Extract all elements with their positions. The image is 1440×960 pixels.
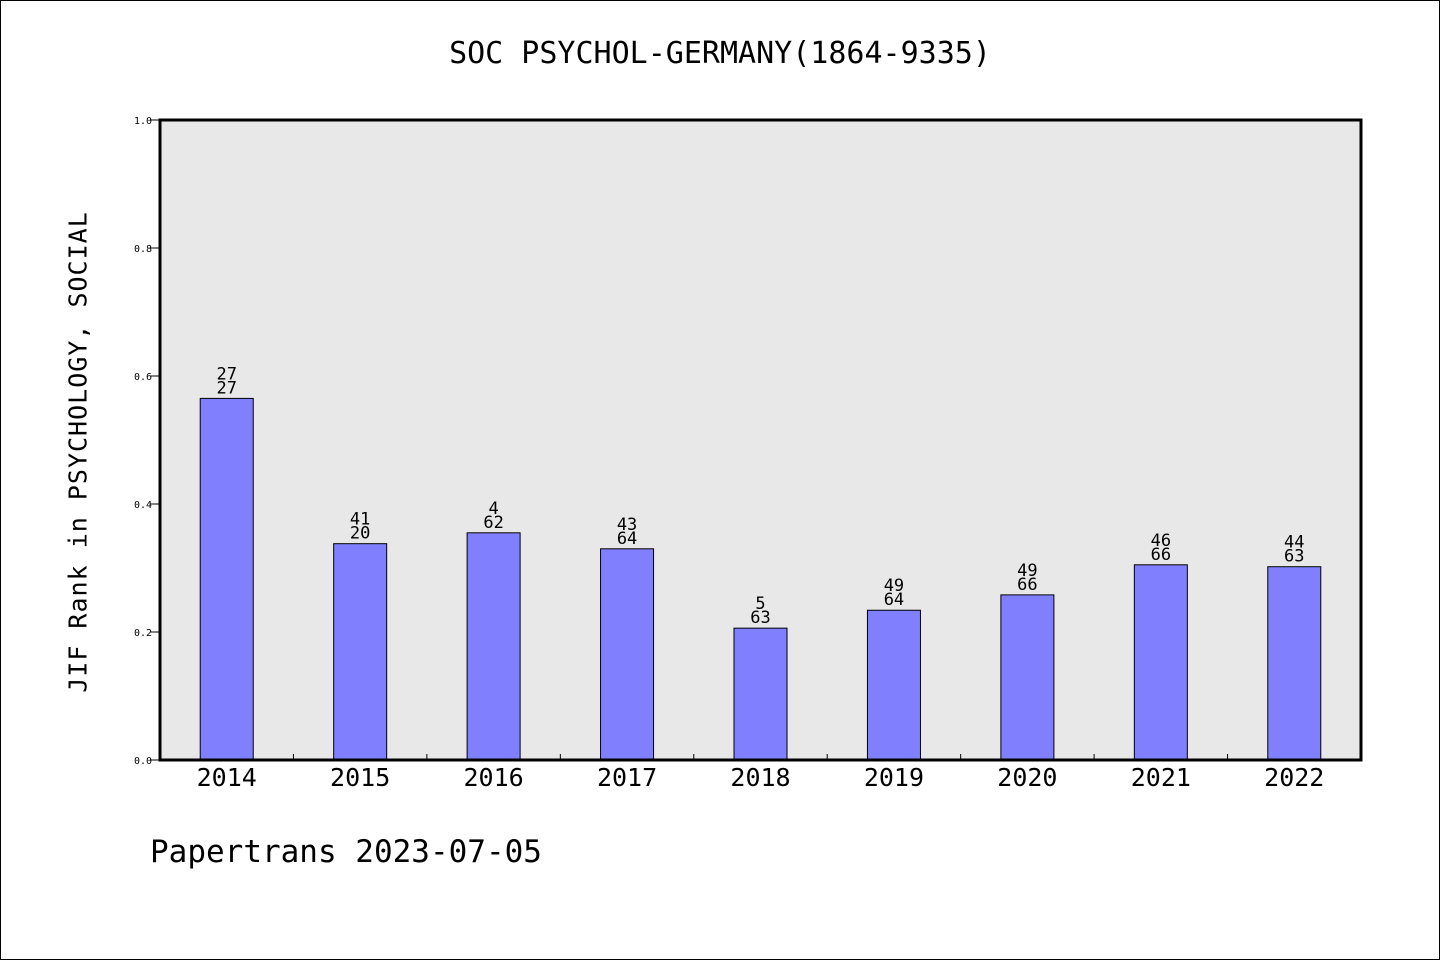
footer-text: Papertrans 2023-07-05: [150, 834, 542, 870]
bar: [333, 543, 388, 761]
x-axis: 2014 2015 2016 2017 2018 2019 2020 2021 2022: [197, 754, 1324, 792]
x-tick-label: 2020: [997, 763, 1057, 792]
bar-label-total: 66: [1017, 575, 1037, 595]
bar-label-rank: 49: [1017, 561, 1037, 581]
bar-label-total: 64: [617, 529, 637, 549]
bar-label-total: 66: [1151, 545, 1171, 565]
bar: [1267, 566, 1322, 761]
y-tick-label: 0.8: [134, 244, 152, 255]
x-tick-label: 2014: [197, 763, 257, 792]
bar-label-total: 64: [884, 590, 904, 610]
bar-label-total: 62: [483, 513, 503, 533]
bar: [1000, 594, 1055, 761]
x-tick-label: 2018: [730, 763, 790, 792]
bar-label-rank: 41: [350, 510, 370, 530]
bar-label-rank: 5: [755, 594, 765, 614]
plot-border: [158, 118, 1363, 762]
bar-label-rank: 46: [1151, 531, 1171, 551]
y-tick-label: 1.0: [134, 116, 152, 127]
bar-label-total: 27: [216, 378, 236, 398]
x-tick-label: 2015: [330, 763, 390, 792]
y-tick-label: 0.0: [134, 756, 152, 767]
bar: [1133, 564, 1188, 761]
bar-label-rank: 43: [617, 515, 637, 535]
bar: [600, 548, 655, 761]
bar-label-rank: 27: [216, 364, 236, 384]
y-tick-label: 0.4: [134, 500, 152, 511]
x-tick-label: 2017: [597, 763, 657, 792]
bar-label-rank: 44: [1284, 533, 1304, 553]
bar: [866, 609, 921, 761]
y-axis: 0.0 0.2 0.4 0.6 0.8 1.0: [134, 116, 160, 767]
bar-label-total: 63: [1284, 547, 1304, 567]
x-tick-label: 2021: [1131, 763, 1191, 792]
x-tick-label: 2022: [1264, 763, 1324, 792]
bar-label-rank: 4: [488, 499, 498, 519]
bar: [733, 627, 788, 761]
x-tick-label: 2019: [864, 763, 924, 792]
chart-title: SOC PSYCHOL-GERMANY(1864-9335): [449, 36, 991, 71]
bar: [199, 397, 254, 761]
bar: [466, 532, 521, 761]
bar-label-rank: 49: [884, 576, 904, 596]
y-tick-label: 0.2: [134, 628, 152, 639]
bar-label-total: 63: [750, 608, 770, 628]
bar-label-total: 20: [350, 524, 370, 544]
x-tick-label: 2016: [464, 763, 524, 792]
y-tick-label: 0.6: [134, 372, 152, 383]
